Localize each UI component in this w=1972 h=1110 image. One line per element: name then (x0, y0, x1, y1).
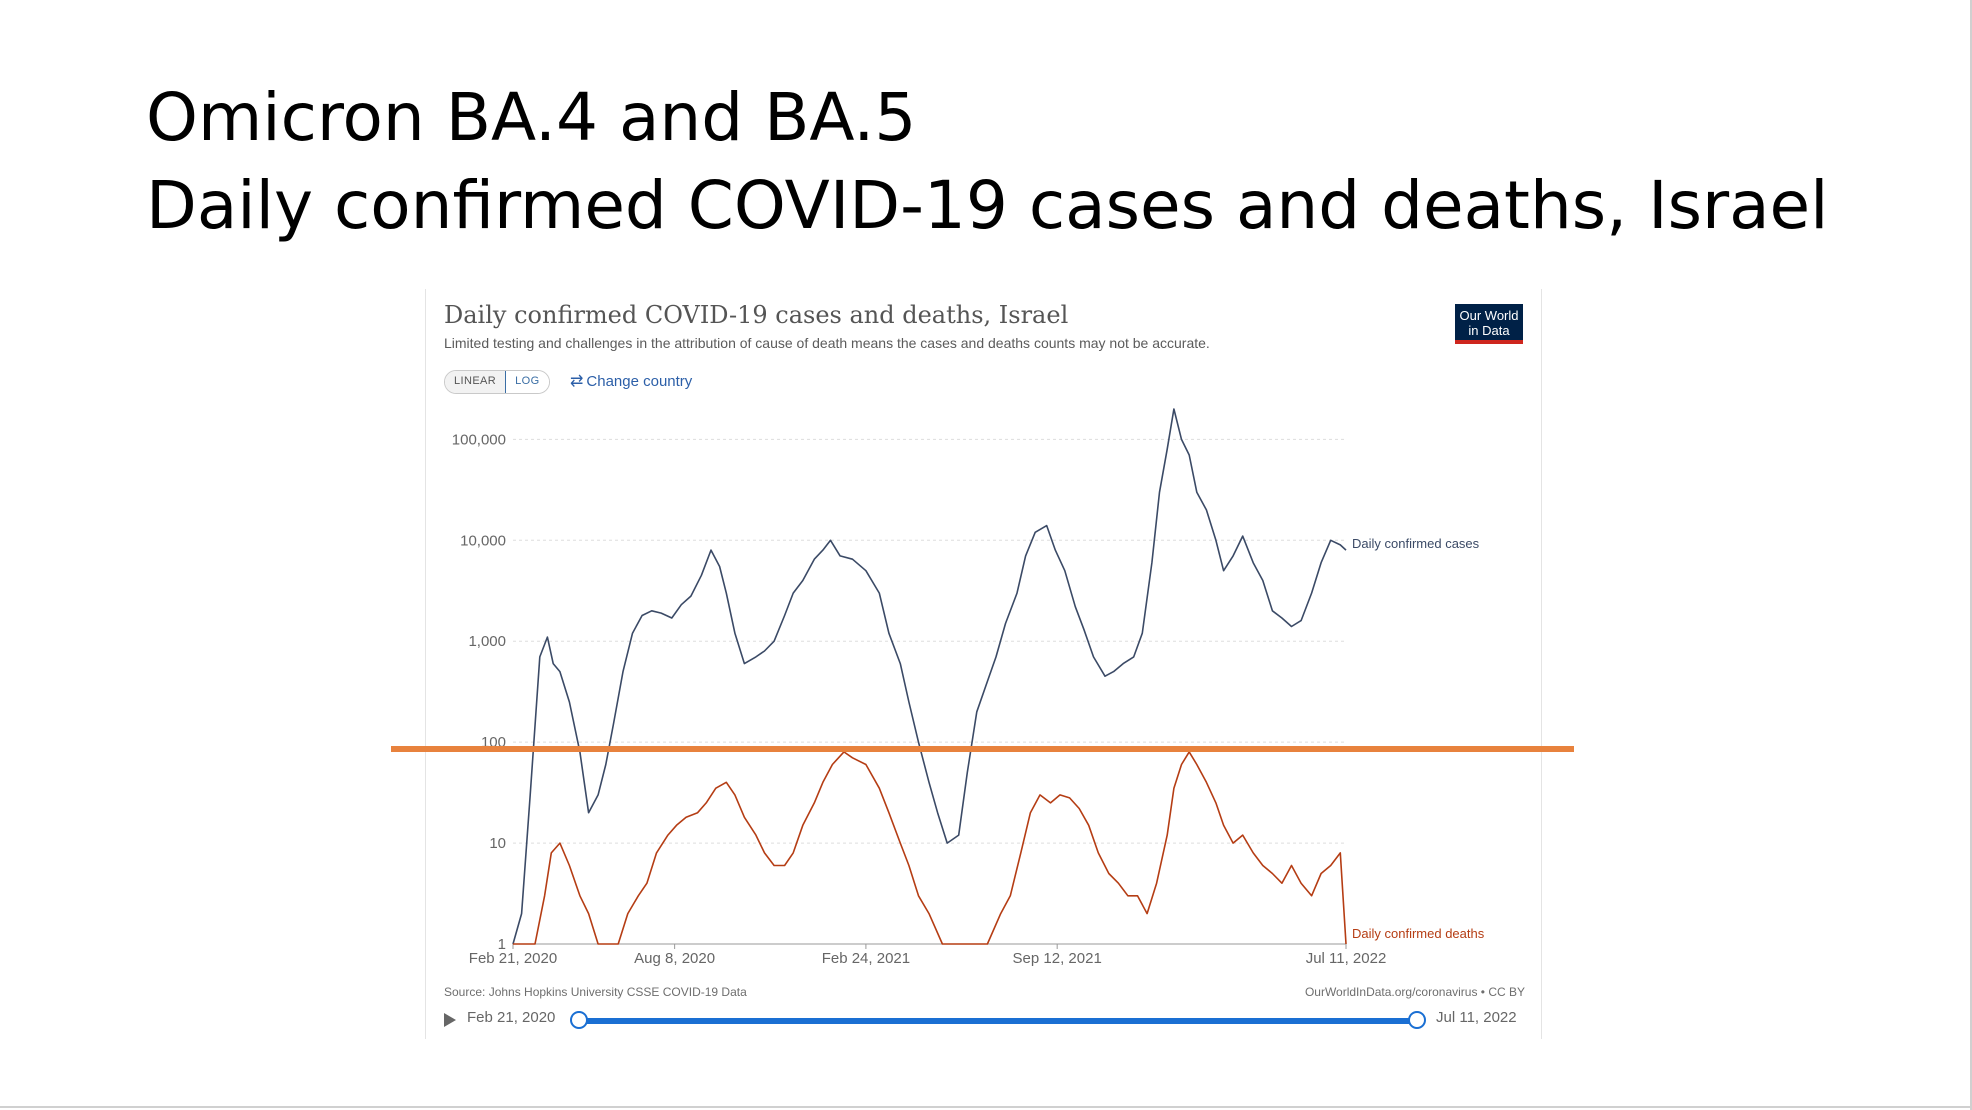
series-lines (512, 408, 1347, 945)
x-tick-label: Sep 12, 2021 (1013, 950, 1102, 967)
swap-arrows-icon: ⇄ (570, 373, 584, 390)
source-text[interactable]: Source: Johns Hopkins University CSSE CO… (444, 985, 747, 999)
license-text[interactable]: OurWorldInData.org/coronavirus • CC BY (1304, 985, 1525, 999)
y-tick-label: 1,000 (468, 633, 506, 650)
series-line-cases (512, 408, 1347, 945)
chart-title: Daily confirmed COVID-19 cases and death… (444, 301, 1069, 329)
slide-title-line2: Daily confirmed COVID-19 cases and death… (146, 167, 1829, 244)
change-country-button[interactable]: ⇄ Change country (570, 371, 692, 391)
timeline-end-handle[interactable] (1408, 1011, 1426, 1029)
timeline-end-label: Jul 11, 2022 (1436, 1009, 1517, 1026)
x-ticks: Feb 21, 2020 Aug 8, 2020 Feb 24, 2021 Sep 1… (469, 944, 1387, 967)
slide-right-border (1970, 0, 1972, 1110)
y-tick-label: 1 (498, 936, 506, 953)
y-tick-label: 10 (489, 835, 506, 852)
x-tick-label: Feb 21, 2020 (469, 950, 557, 967)
series-labels: Daily confirmed cases Daily confirmed dea… (1352, 536, 1485, 941)
timeline-start-handle[interactable] (570, 1011, 588, 1029)
timeline-track[interactable] (580, 1018, 1423, 1024)
series-line-deaths (513, 751, 1347, 945)
log-scale-button[interactable]: LOG (505, 371, 549, 393)
series-label-deaths: Daily confirmed deaths (1352, 926, 1485, 941)
series-label-cases: Daily confirmed cases (1352, 536, 1480, 551)
slide-title: Omicron BA.4 and BA.5 Daily confirmed CO… (146, 74, 1828, 250)
play-icon[interactable] (444, 1013, 456, 1027)
timeline-start-label: Feb 21, 2020 (467, 1009, 556, 1026)
chart-panel: Daily confirmed COVID-19 cases and death… (425, 289, 1542, 1039)
x-tick-label: Jul 11, 2022 (1306, 950, 1387, 967)
chart-subtitle: Limited testing and challenges in the at… (444, 335, 1210, 351)
y-tick-label: 10,000 (460, 532, 506, 549)
x-tick-label: Feb 24, 2021 (822, 950, 910, 967)
slide-bottom-border (0, 1106, 1972, 1108)
linear-scale-button[interactable]: LINEAR (445, 371, 506, 393)
x-tick-label: Aug 8, 2020 (634, 950, 715, 967)
y-tick-label: 100,000 (452, 431, 506, 448)
change-country-label: Change country (586, 373, 693, 390)
highlight-threshold-line (391, 746, 1574, 752)
gridlines (513, 438, 1346, 945)
owid-logo[interactable]: Our World in Data (1455, 304, 1523, 344)
scale-toggle: LINEAR LOG (444, 370, 550, 394)
slide-title-line1: Omicron BA.4 and BA.5 (146, 79, 917, 156)
